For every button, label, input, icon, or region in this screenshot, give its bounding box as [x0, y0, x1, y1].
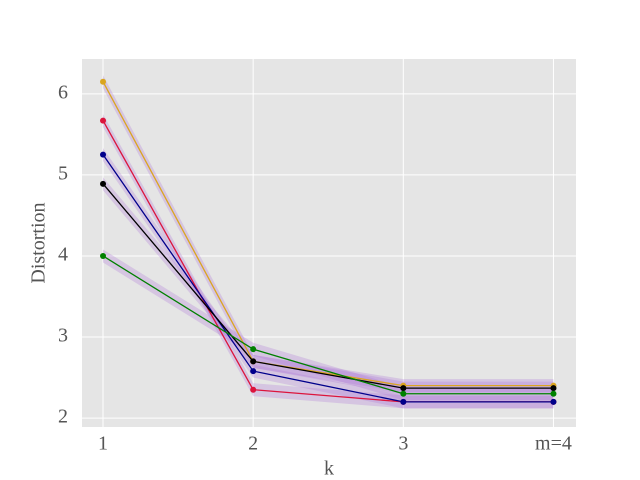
- line: [102, 183, 554, 389]
- line: [102, 154, 554, 403]
- error-band: [103, 148, 554, 409]
- point: [400, 385, 407, 392]
- x-tick-label: 3: [398, 433, 408, 455]
- error-band: [103, 177, 554, 395]
- point: [100, 78, 107, 85]
- line: [102, 81, 554, 387]
- point: [400, 390, 407, 397]
- y-tick-label: 6: [58, 81, 68, 103]
- point: [100, 151, 107, 158]
- x-tick-label: 2: [248, 433, 258, 455]
- point: [100, 117, 107, 124]
- point: [250, 368, 257, 375]
- x-tick-label: 1: [98, 433, 108, 455]
- point: [550, 385, 557, 392]
- point: [400, 398, 407, 405]
- line: [102, 255, 554, 395]
- y-tick-label: 4: [58, 244, 68, 266]
- y-axis-label: Distortion: [28, 202, 50, 283]
- point: [100, 180, 107, 187]
- error-band: [103, 249, 554, 401]
- x-tick-label: m=4: [535, 433, 572, 455]
- point: [550, 390, 557, 397]
- point: [250, 358, 257, 365]
- point: [250, 346, 257, 353]
- y-tick-label: 5: [58, 163, 68, 185]
- y-tick-label: 3: [58, 325, 68, 347]
- y-tick-label: 2: [58, 406, 68, 428]
- point: [250, 386, 257, 393]
- point: [550, 398, 557, 405]
- x-axis-label: k: [324, 458, 334, 480]
- point: [100, 252, 107, 259]
